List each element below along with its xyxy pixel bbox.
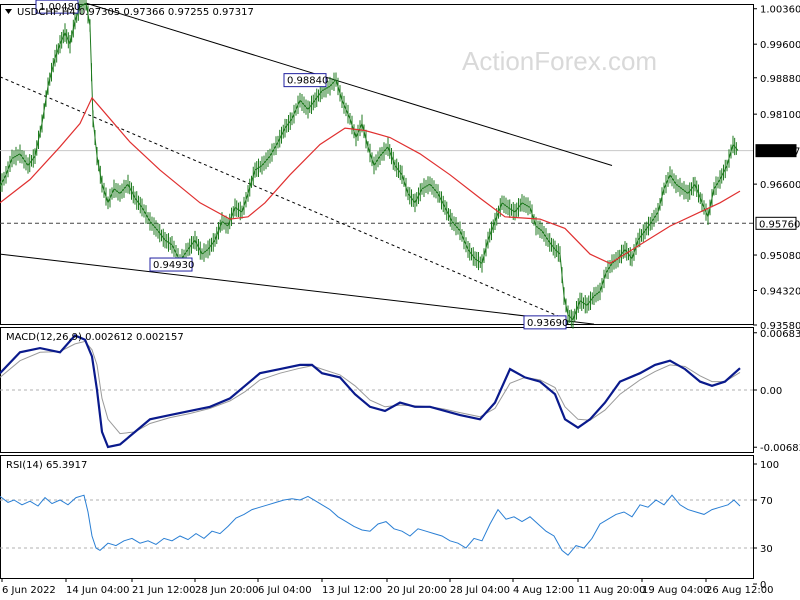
rsi-line bbox=[0, 494, 741, 556]
price-axis-tick-label: 0.98100 bbox=[760, 110, 800, 121]
rsi-axis-tick-label: 70 bbox=[760, 496, 773, 507]
x-axis-tick-label: 28 Jul 04:00 bbox=[450, 585, 510, 596]
rsi-axis-tick-label: 100 bbox=[760, 460, 779, 471]
price-annotation-label: 1.00480 bbox=[39, 2, 80, 13]
price-axis-tick-label: 0.99600 bbox=[760, 40, 800, 51]
rsi-panel-frame bbox=[0, 455, 754, 579]
price-panel-title: USDCHF,H4 0.97305 0.97366 0.97255 0.9731… bbox=[17, 7, 254, 18]
price-layer: 1.00480 0.98840 0.94930 0.93690 bbox=[0, 0, 753, 330]
macd-layer bbox=[0, 334, 753, 449]
price-axis-tick-label: 0.96600 bbox=[760, 180, 800, 191]
x-axis-tick-label: 11 Aug 20:00 bbox=[578, 585, 645, 596]
price-annotation-label: 0.94930 bbox=[153, 260, 194, 271]
macd-main-line bbox=[0, 334, 741, 449]
price-annotation-box bbox=[149, 257, 193, 272]
watermark: ActionForex.com bbox=[462, 46, 657, 76]
price-axis-tick-label: 0.97317 bbox=[759, 147, 800, 158]
rsi-panel-title: RSI(14) 65.3917 bbox=[6, 460, 87, 471]
price-panel-frame bbox=[0, 4, 754, 325]
price-axis-tick-label: 0.95760 bbox=[759, 219, 800, 230]
macd-panel-frame bbox=[0, 327, 754, 453]
x-axis-tick-label: 28 Jun 20:00 bbox=[195, 585, 259, 596]
macd-axis-tick-label: 0.006832 bbox=[760, 329, 800, 340]
price-axis-tick-label: 0.93580 bbox=[760, 321, 800, 332]
macd-panel-title: MACD(12,26,9) 0.002612 0.002157 bbox=[6, 332, 184, 343]
rsi-layer bbox=[0, 494, 753, 556]
price-annotation-box bbox=[283, 73, 327, 88]
macd-signal-line bbox=[0, 340, 741, 435]
price-annotation-box bbox=[35, 0, 79, 14]
x-axis-tick-label: 6 Jun 2022 bbox=[2, 585, 56, 596]
rsi-axis-tick-label: 30 bbox=[760, 544, 773, 555]
macd-axis-tick-label: -0.00683 bbox=[760, 443, 800, 454]
price-axis-tick-label: 0.94320 bbox=[760, 286, 800, 297]
macd-axis-tick-label: 0.00 bbox=[760, 386, 782, 397]
price-annotation-label: 0.98840 bbox=[287, 76, 328, 87]
support-level-badge bbox=[755, 216, 797, 230]
trendline-2 bbox=[0, 253, 595, 325]
x-axis-tick-label: 4 Aug 12:00 bbox=[513, 585, 574, 596]
x-axis-tick-label: 6 Jul 04:00 bbox=[258, 585, 312, 596]
trendline-0 bbox=[85, 2, 613, 166]
price-axis-tick-label: 0.98880 bbox=[760, 74, 800, 85]
x-axis-tick-label: 21 Jun 12:00 bbox=[132, 585, 196, 596]
x-axis-tick-label: 20 Jul 20:00 bbox=[387, 585, 447, 596]
chart-dropdown-icon[interactable] bbox=[5, 9, 12, 14]
price-annotation-label: 0.93690 bbox=[527, 318, 568, 329]
moving-average-line bbox=[0, 96, 741, 265]
axis-layer: 1.00360 0.99600 0.98880 0.98100 0.97317 0.966… bbox=[1, 5, 800, 596]
x-axis-tick-label: 14 Jun 04:00 bbox=[66, 585, 130, 596]
x-axis-tick-label: 13 Jul 12:00 bbox=[322, 585, 382, 596]
x-axis-tick-label: 26 Aug 12:00 bbox=[706, 585, 773, 596]
x-axis-tick-label: 19 Aug 04:00 bbox=[642, 585, 709, 596]
price-axis-tick-label: 1.00360 bbox=[760, 5, 800, 16]
price-axis-tick-label: 0.95080 bbox=[760, 251, 800, 262]
last-price-badge bbox=[755, 144, 797, 158]
price-annotation-box bbox=[523, 315, 567, 330]
rsi-axis-tick-label: 0 bbox=[760, 580, 766, 591]
trendline-1 bbox=[0, 76, 567, 320]
